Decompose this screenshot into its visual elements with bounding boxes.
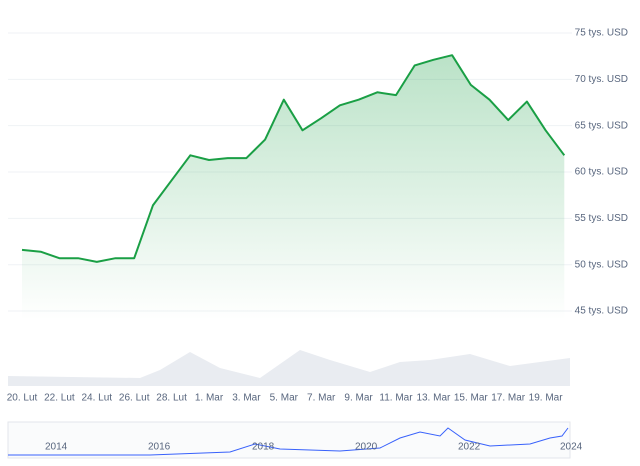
y-tick-label: 65 tys. USD (575, 120, 628, 131)
navigator-label: 2018 (252, 442, 275, 453)
y-tick-label: 45 tys. USD (575, 306, 628, 317)
navigator-frame (7, 421, 571, 459)
navigator-label: 2014 (45, 442, 68, 453)
price-line (21, 54, 566, 263)
y-tick-label: 75 tys. USD (575, 28, 628, 39)
navigator-label: 2024 (560, 442, 583, 453)
x-tick-label: 20. Lut (7, 393, 38, 404)
x-tick-label: 7. Mar (307, 393, 336, 404)
x-tick-label: 11. Mar (379, 393, 413, 404)
navigator-label: 2020 (355, 442, 378, 453)
x-tick-label: 28. Lut (156, 393, 187, 404)
navigator (7, 421, 571, 459)
x-tick-label: 24. Lut (82, 393, 113, 404)
y-tick-label: 55 tys. USD (575, 213, 628, 224)
x-tick-label: 22. Lut (44, 393, 75, 404)
x-tick-label: 17. Mar (491, 393, 526, 404)
y-tick-label: 60 tys. USD (575, 167, 628, 178)
x-tick-label: 3. Mar (232, 393, 261, 404)
x-tick-label: 5. Mar (270, 393, 299, 404)
navigator-line (8, 427, 569, 456)
x-tick-label: 26. Lut (119, 393, 150, 404)
area-fill (22, 55, 565, 321)
x-tick-label: 13. Mar (416, 393, 451, 404)
x-tick-label: 15. Mar (454, 393, 489, 404)
navigator-label: 2022 (458, 442, 481, 453)
y-tick-label: 50 tys. USD (575, 259, 628, 270)
navigator-label: 2016 (148, 442, 171, 453)
volume-strip (8, 350, 570, 386)
x-tick-label: 9. Mar (344, 393, 373, 404)
y-tick-label: 70 tys. USD (575, 74, 628, 85)
x-tick-label: 19. Mar (529, 393, 564, 404)
x-tick-label: 1. Mar (195, 393, 224, 404)
